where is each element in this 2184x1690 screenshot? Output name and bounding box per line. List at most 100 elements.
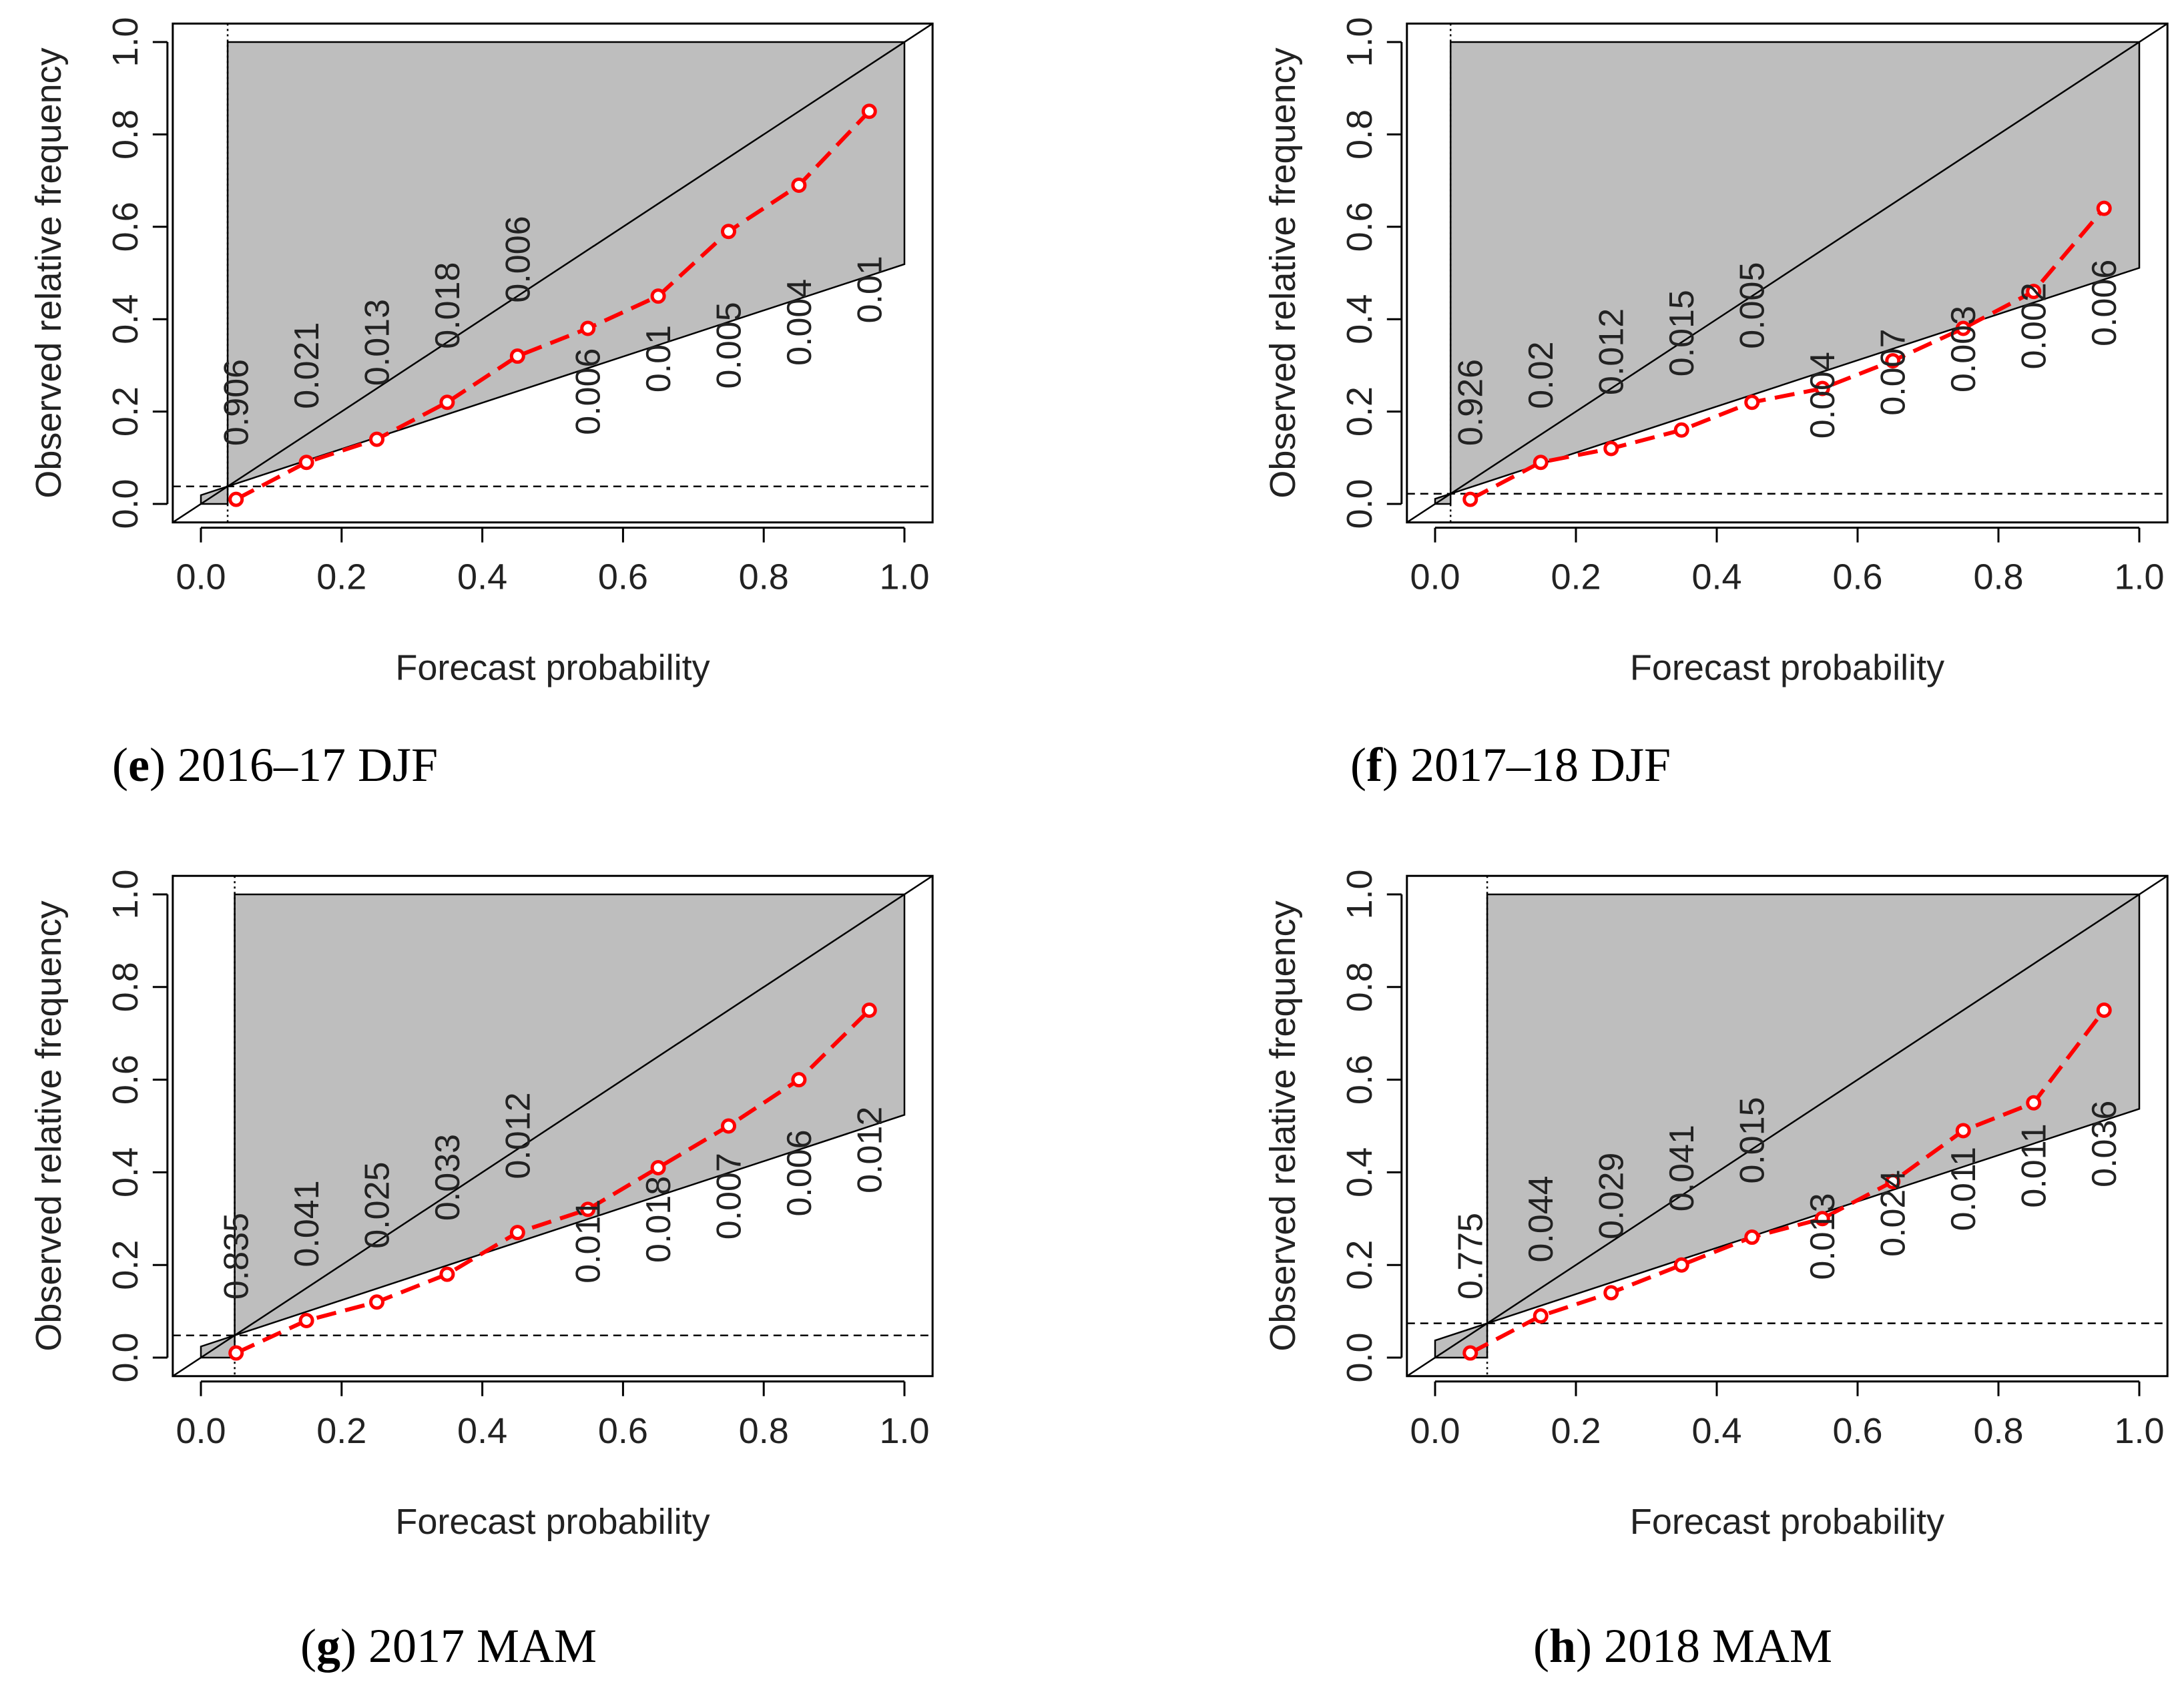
plot-frame (172, 22, 934, 524)
bin-frequency-label: 0.044 (1522, 1175, 1561, 1262)
reliability-panel-e: 0.906 0.021 0.013 0.018 0.006 0.006 0.01 0.005 0… (29, 17, 934, 792)
y-tick-label: 1.0 (1340, 17, 1380, 67)
reliability-point (791, 1072, 807, 1088)
reliability-point (650, 1159, 666, 1175)
bin-frequency-label: 0.041 (1663, 1125, 1701, 1211)
bin-frequency-label: 0.024 (1874, 1170, 1913, 1257)
reliability-point (509, 1225, 525, 1241)
reliability-point (721, 1118, 736, 1134)
reliability-point (1533, 1308, 1549, 1324)
x-tick-label: 1.0 (2114, 557, 2164, 597)
plot-area: 0.835 0.041 0.025 0.033 0.012 0.011 0.018 0.007… (172, 876, 933, 1376)
reliability-panel-g: 0.835 0.041 0.025 0.033 0.012 0.011 0.018 0.007… (29, 869, 934, 1673)
y-tick-label: 0.6 (1340, 202, 1380, 252)
reliability-panel-h: 0.775 0.044 0.029 0.041 0.015 0.013 0.024 0.011… (1263, 869, 2169, 1673)
reliability-point (580, 320, 596, 336)
bin-frequency-label: 0.002 (2015, 282, 2054, 369)
x-tick-label: 1.0 (879, 1411, 929, 1451)
reliability-point (791, 178, 807, 194)
y-tick-label: 0.2 (1340, 1240, 1380, 1290)
bin-frequency-label: 0.036 (2085, 1101, 2124, 1187)
y-tick-label: 0.2 (105, 1240, 146, 1290)
caption-paren-close: ) (1382, 738, 1410, 792)
bin-frequency-label: 0.012 (850, 1107, 889, 1193)
x-tick-label: 0.6 (1832, 1411, 1882, 1451)
x-tick-label: 0.0 (1410, 557, 1460, 597)
panel-caption: (g) 2017 MAM (300, 1619, 597, 1673)
bin-frequency-label: 0.012 (1593, 308, 1631, 395)
x-axis-title: Forecast probability (1630, 1502, 1944, 1542)
reliability-point (1673, 1257, 1689, 1273)
y-tick-label: 0.6 (1340, 1055, 1380, 1105)
caption-text: 2018 MAM (1604, 1619, 1832, 1673)
y-tick-label: 1.0 (105, 869, 146, 919)
bin-frequency-label: 0.029 (1593, 1153, 1631, 1239)
reliability-point (2096, 1003, 2112, 1018)
bin-frequency-label: 0.011 (569, 1199, 608, 1283)
x-tick-label: 0.2 (316, 557, 366, 597)
panel-caption: (h) 2018 MAM (1533, 1619, 1832, 1673)
y-tick-label: 0.2 (1340, 386, 1380, 437)
y-axis-title: Observed relative frequency (29, 900, 69, 1351)
bin-frequency-label: 0.018 (429, 262, 467, 349)
reliability-point (439, 1266, 455, 1282)
reliability-point (721, 224, 736, 240)
caption-paren-open: ( (112, 738, 128, 792)
reliability-point (1744, 1229, 1760, 1245)
reliability-point (228, 491, 244, 507)
bin-frequency-label: 0.011 (2015, 1123, 2054, 1207)
y-tick-label: 1.0 (1340, 869, 1380, 919)
caption-paren-close: ) (150, 738, 178, 792)
x-tick-label: 0.0 (176, 557, 226, 597)
y-axis-title: Observed relative frequency (1263, 47, 1303, 498)
reliability-point (1533, 455, 1549, 471)
bin-frequency-label: 0.015 (1733, 1097, 1772, 1183)
y-tick-label: 0.4 (105, 294, 146, 344)
reliability-point (861, 103, 877, 119)
plot-frame (1406, 874, 2169, 1378)
bin-frequency-label: 0.025 (358, 1162, 397, 1249)
reliability-panel-f: 0.926 0.02 0.012 0.015 0.005 0.004 0.007 0.003 0… (1263, 17, 2169, 792)
x-tick-label: 0.4 (457, 1411, 507, 1451)
bin-frequency-label: 0.013 (358, 299, 397, 386)
y-tick-label: 0.4 (1340, 1147, 1380, 1197)
reliability-point (1814, 1211, 1830, 1227)
reliability-point (1814, 380, 1830, 396)
panel-caption: (f) 2017–18 DJF (1350, 738, 1671, 792)
x-tick-label: 0.8 (1973, 1411, 2023, 1451)
bin-frequency-label: 0.006 (569, 348, 608, 435)
reliability-point (1603, 1285, 1619, 1301)
reliability-point (1603, 441, 1619, 457)
caption-text: 2017 MAM (368, 1619, 597, 1673)
x-tick-label: 0.2 (316, 1411, 366, 1451)
x-axis-title: Forecast probability (395, 1502, 710, 1542)
bin-frequency-label: 0.005 (710, 302, 749, 388)
reliability-point (298, 455, 314, 471)
reliability-point (298, 1312, 314, 1328)
bin-frequency-label: 0.021 (288, 322, 326, 409)
reliability-point (369, 431, 384, 447)
bin-frequency-label: 0.007 (1874, 328, 1913, 415)
x-tick-label: 0.2 (1551, 557, 1601, 597)
x-axis-title: Forecast probability (1630, 648, 1944, 688)
y-tick-label: 0.2 (105, 386, 146, 437)
y-tick-label: 0.0 (105, 1332, 146, 1382)
x-tick-label: 0.8 (739, 1411, 789, 1451)
bin-frequency-label: 0.041 (288, 1180, 326, 1267)
bin-frequency-label: 0.015 (1663, 290, 1701, 376)
reliability-point (1955, 1123, 1971, 1139)
plot-frame (172, 874, 934, 1378)
caption-paren-open: ( (300, 1619, 316, 1673)
reliability-point (509, 348, 525, 364)
x-tick-label: 0.0 (1410, 1411, 1460, 1451)
bin-frequency-label: 0.004 (780, 279, 819, 366)
y-tick-label: 0.6 (105, 202, 146, 252)
bin-frequency-label: 0.005 (1733, 262, 1772, 349)
plot-area: 0.926 0.02 0.012 0.015 0.005 0.004 0.007 0.003 0… (1406, 23, 2168, 523)
y-axis-title: Observed relative frequency (29, 47, 69, 498)
plot-frame (1406, 22, 2169, 524)
reliability-point (861, 1003, 877, 1018)
x-tick-label: 1.0 (2114, 1411, 2164, 1451)
bin-frequency-label: 0.02 (1522, 342, 1561, 409)
bin-frequency-label: 0.006 (499, 216, 537, 302)
